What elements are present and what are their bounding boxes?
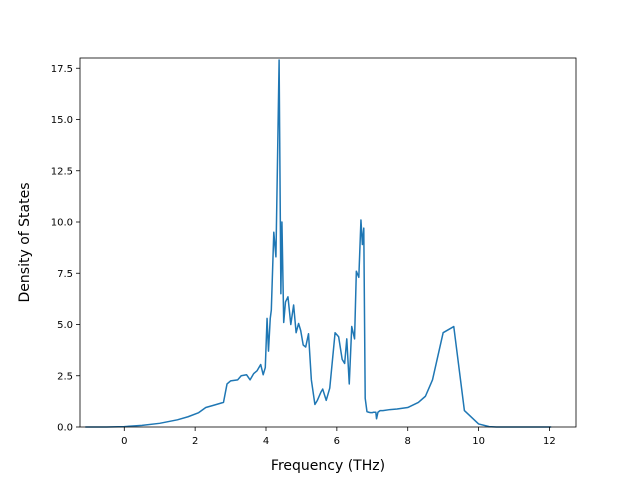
x-axis-label: Frequency (THz) bbox=[271, 458, 385, 474]
x-tick-label: 4 bbox=[263, 436, 269, 447]
x-tick-label: 2 bbox=[192, 436, 198, 447]
x-tick-label: 6 bbox=[334, 436, 340, 447]
x-tick-label: 12 bbox=[543, 436, 556, 447]
y-axis-ticks: 0.0 2.5 5.0 7.5 10.0 12.5 15.0 17.5 bbox=[51, 64, 80, 434]
y-tick-label: 5.0 bbox=[57, 320, 73, 331]
series-line-0 bbox=[85, 59, 552, 428]
x-tick-label: 10 bbox=[472, 436, 485, 447]
x-axis-ticks: 0 2 4 6 8 10 12 bbox=[121, 427, 556, 447]
y-tick-label: 2.5 bbox=[57, 371, 73, 382]
y-tick-label: 17.5 bbox=[51, 64, 73, 75]
axes-frame bbox=[79, 57, 577, 428]
y-tick-label: 10.0 bbox=[51, 218, 73, 229]
y-tick-label: 0.0 bbox=[57, 423, 73, 434]
y-tick-label: 12.5 bbox=[51, 166, 73, 177]
plot-area bbox=[79, 57, 577, 428]
x-tick-label: 0 bbox=[121, 436, 127, 447]
y-axis-label: Density of States bbox=[17, 183, 33, 303]
y-tick-label: 7.5 bbox=[57, 269, 73, 280]
x-tick-label: 8 bbox=[405, 436, 411, 447]
y-tick-label: 15.0 bbox=[51, 115, 73, 126]
